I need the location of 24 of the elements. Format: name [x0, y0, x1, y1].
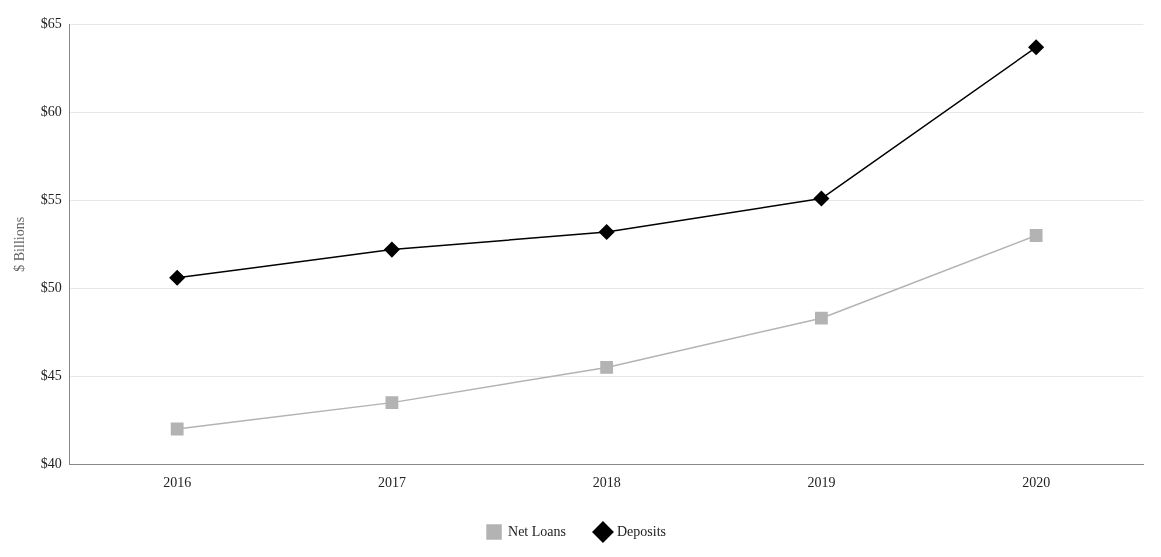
point — [384, 241, 400, 258]
y-tick-label: $60 — [40, 104, 62, 120]
point — [170, 422, 184, 436]
point — [600, 361, 614, 374]
point — [1029, 229, 1043, 242]
x-tick-label: 2019 — [807, 475, 836, 491]
x-tick-label: 2018 — [592, 475, 621, 491]
point — [169, 269, 185, 286]
point — [385, 396, 399, 410]
x-tick-label: 2016 — [163, 475, 192, 491]
point — [814, 311, 828, 325]
point — [598, 224, 615, 240]
y-tick-label: $50 — [40, 279, 62, 295]
y-tick-label: $55 — [40, 191, 62, 207]
y-tick-label: $45 — [40, 367, 62, 383]
y-tick-label: $65 — [40, 16, 62, 32]
y-axis-title: $ Billions — [12, 216, 28, 272]
point — [1028, 39, 1044, 56]
legend-label: Deposits — [616, 523, 666, 539]
legend-label: Net Loans — [508, 523, 566, 539]
x-tick-label: 2017 — [377, 475, 406, 491]
x-tick-label: 2020 — [1022, 475, 1051, 491]
point — [813, 190, 830, 207]
y-tick-label: $40 — [40, 455, 62, 471]
